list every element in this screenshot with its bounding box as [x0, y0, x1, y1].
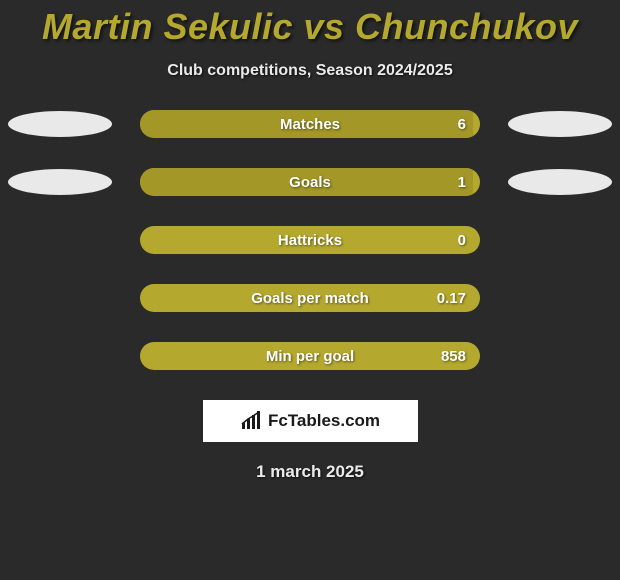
- stat-row: Goals per match0.17: [0, 284, 620, 312]
- player-left-marker: [8, 169, 112, 195]
- chart-icon: [240, 411, 264, 431]
- logo-box: FcTables.com: [203, 400, 418, 442]
- stat-bar: Matches6: [140, 110, 480, 138]
- player-left-marker: [8, 111, 112, 137]
- stat-label: Goals: [140, 174, 480, 191]
- stat-label: Hattricks: [140, 232, 480, 249]
- player-right-marker: [508, 111, 612, 137]
- stat-bar: Goals per match0.17: [140, 284, 480, 312]
- stat-bar: Goals1: [140, 168, 480, 196]
- stat-value: 0: [458, 232, 466, 249]
- stat-bar: Hattricks0: [140, 226, 480, 254]
- stat-label: Min per goal: [140, 348, 480, 365]
- stat-bar: Min per goal858: [140, 342, 480, 370]
- stat-row: Hattricks0: [0, 226, 620, 254]
- stat-row: Min per goal858: [0, 342, 620, 370]
- stat-label: Matches: [140, 116, 480, 133]
- date-label: 1 march 2025: [0, 462, 620, 482]
- stat-value: 6: [458, 116, 466, 133]
- logo-text: FcTables.com: [268, 411, 380, 431]
- stat-value: 858: [441, 348, 466, 365]
- stat-value: 1: [458, 174, 466, 191]
- subtitle: Club competitions, Season 2024/2025: [0, 62, 620, 80]
- stat-row: Matches6: [0, 110, 620, 138]
- stat-label: Goals per match: [140, 290, 480, 307]
- comparison-card: Martin Sekulic vs Chunchukov Club compet…: [0, 0, 620, 482]
- stat-row: Goals1: [0, 168, 620, 196]
- page-title: Martin Sekulic vs Chunchukov: [0, 6, 620, 48]
- player-right-marker: [508, 169, 612, 195]
- stat-value: 0.17: [437, 290, 466, 307]
- stat-rows: Matches6Goals1Hattricks0Goals per match0…: [0, 110, 620, 370]
